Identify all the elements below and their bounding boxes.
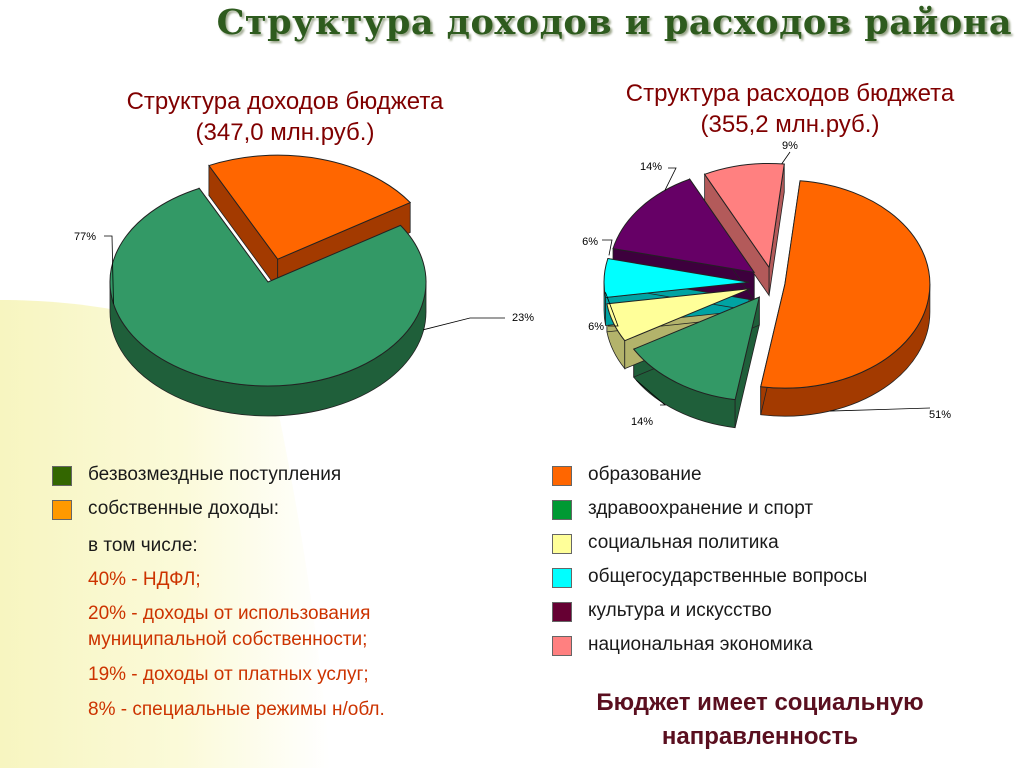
pie-slice	[760, 180, 931, 389]
leader-line	[605, 292, 619, 327]
leader-line	[104, 235, 114, 304]
leader-line	[664, 167, 677, 191]
income-detail-item: 40% - НДФЛ;	[88, 569, 201, 590]
legend-label: национальная экономика	[588, 634, 813, 655]
legend-item-public-admin: общегосударственные вопросы	[552, 566, 1012, 600]
legend-label: собственные доходы:	[88, 498, 279, 519]
legend-item-economy: национальная экономика	[552, 634, 1012, 668]
legend-swatch	[552, 534, 572, 554]
legend-swatch	[552, 500, 572, 520]
pie-slice	[703, 162, 785, 269]
income-chart-title: Структура доходов бюджета (347,0 млн.руб…	[60, 86, 510, 148]
data-label: 23%	[512, 312, 534, 324]
legend-swatch	[552, 568, 572, 588]
legend-swatch	[52, 466, 72, 486]
data-label: 14%	[640, 161, 662, 173]
income-title-line1: Структура доходов бюджета	[126, 88, 444, 115]
legend-label: общегосударственные вопросы	[588, 566, 868, 587]
data-label: 6%	[588, 321, 604, 333]
legend-item-own-income: собственные доходы:	[52, 498, 512, 532]
expense-title-line1: Структура расходов бюджета	[625, 80, 955, 107]
income-legend: безвозмездные поступления собственные до…	[52, 464, 512, 532]
pie-slice	[603, 257, 750, 299]
legend-item-health: здравоохранение и спорт	[552, 498, 1012, 532]
legend-swatch	[552, 466, 572, 486]
page-title: Структура доходов и расходов района	[216, 2, 1012, 43]
legend-label: здравоохранение и спорт	[588, 498, 814, 519]
expense-chart-title: Структура расходов бюджета (355,2 млн.ру…	[560, 78, 1020, 140]
data-label: 77%	[74, 231, 96, 243]
income-details-intro: в том числе:	[88, 535, 198, 556]
legend-label: образование	[588, 464, 702, 485]
pie-slice	[208, 154, 412, 260]
legend-label: культура и искусство	[588, 600, 772, 621]
legend-swatch	[552, 636, 572, 656]
expense-title-line2: (355,2 млн.руб.)	[700, 111, 880, 138]
data-label: 9%	[782, 140, 798, 152]
income-detail-item: 19% - доходы от платных услуг;	[88, 664, 369, 685]
pie-slice	[606, 288, 751, 342]
income-detail-line: 20% - доходы от использования	[88, 603, 371, 624]
leader-line	[636, 379, 667, 406]
leader-line	[829, 407, 931, 412]
pie-slice	[109, 187, 427, 387]
legend-label: безвозмездные поступления	[88, 464, 342, 485]
data-label: 6%	[582, 236, 598, 248]
conclusion-line1: Бюджет имеет социальную	[596, 689, 924, 716]
expense-legend: образование здравоохранение и спорт соци…	[552, 464, 1012, 668]
income-detail-item: 20% - доходы от использования муниципаль…	[88, 601, 370, 653]
leader-line	[423, 317, 505, 331]
income-detail-line: муниципальной собственности;	[88, 629, 368, 650]
pie-slice	[612, 178, 756, 273]
legend-swatch	[52, 500, 72, 520]
leader-line	[602, 239, 613, 256]
pie-slice	[632, 296, 761, 401]
conclusion-text: Бюджет имеет социальную направленность	[540, 686, 980, 754]
legend-item-culture: культура и искусство	[552, 600, 1012, 634]
legend-item-social: социальная политика	[552, 532, 1012, 566]
legend-label: социальная политика	[588, 532, 779, 553]
conclusion-line2: направленность	[661, 723, 859, 750]
legend-item-education: образование	[552, 464, 1012, 498]
income-detail-item: 8% - специальные режимы н/обл.	[88, 699, 385, 720]
data-label: 51%	[929, 409, 951, 421]
income-title-line2: (347,0 млн.руб.)	[195, 119, 375, 146]
legend-item-grants: безвозмездные поступления	[52, 464, 512, 498]
data-label: 14%	[631, 416, 653, 428]
leader-line	[781, 151, 791, 165]
legend-swatch	[552, 602, 572, 622]
